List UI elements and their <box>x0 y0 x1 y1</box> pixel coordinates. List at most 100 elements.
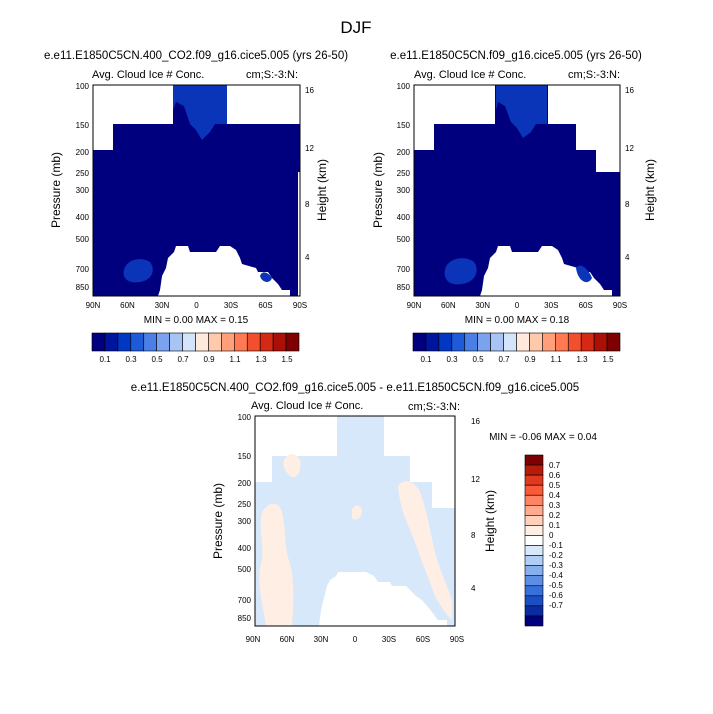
colorbar-swatch <box>524 525 544 536</box>
colorbar-swatch <box>524 615 544 627</box>
panel-3-xtick-90s: 90S <box>450 635 464 644</box>
panel-3-cbar-label-3: 0.4 <box>549 491 561 500</box>
colorbar-swatch <box>143 332 157 352</box>
panel-2-field-right-anomaly <box>576 265 592 283</box>
panel-2-xtick-60s: 60S <box>579 301 593 310</box>
panel-1-field-low-anomaly <box>123 259 153 283</box>
panel-2-cbar-label-7: 1.5 <box>602 355 614 364</box>
panel-1-xtick-60n: 60N <box>120 301 135 310</box>
panel-1-ytick-400: 400 <box>76 213 90 222</box>
colorbar-swatch <box>555 332 569 352</box>
panel-3-cbar-label-13: -0.6 <box>549 591 563 600</box>
colorbar-swatch <box>524 494 544 506</box>
colorbar-swatch <box>412 332 427 352</box>
panel-3-xtick-30s: 30S <box>382 635 396 644</box>
panel-2-subtitle-left: Avg. Cloud Ice # Conc. <box>414 69 526 81</box>
panel-3-title: e.e11.E1850C5CN.400_CO2.f09_g16.cice5.00… <box>131 382 579 394</box>
colorbar-swatch <box>438 332 453 352</box>
panel-3-cbar-label-1: 0.6 <box>549 471 561 480</box>
panel-1-ytick-150: 150 <box>76 121 90 130</box>
panel-1-xtick-30s: 30S <box>224 301 238 310</box>
colorbar-swatch <box>156 332 170 352</box>
panel-3-ytick-right-8: 8 <box>471 531 476 540</box>
panel-1-ylabel-right: Height (km) <box>315 159 329 221</box>
colorbar-swatch <box>477 332 491 352</box>
panel-3-subtitle-right: cm;S:-3:N: <box>408 401 460 413</box>
panel-1-ytick-250: 250 <box>76 169 90 178</box>
panel-3-ytick-200: 200 <box>238 479 252 488</box>
panel-2-y-axis: 100 150 200 250 300 400 500 700 850 Pres… <box>371 82 657 292</box>
panel-3-cbar-label-2: 0.5 <box>549 481 561 490</box>
panel-1-cbar-label-4: 0.9 <box>203 355 215 364</box>
panel-1-y-axis: 100 150 200 250 300 400 500 700 850 Pres… <box>49 82 329 292</box>
panel-1-ytick-right-4: 4 <box>305 253 310 262</box>
panel-3-field-positive-upper <box>283 454 301 478</box>
panel-3-cbar-label-5: 0.2 <box>549 511 561 520</box>
colorbar-swatch <box>451 332 466 352</box>
panel-3-frame <box>254 415 456 627</box>
panel-2-ylabel-right: Height (km) <box>643 159 657 221</box>
panel-3-field-positive-left <box>259 503 294 626</box>
panel-1-xtick-eq: 0 <box>194 301 199 310</box>
panel-3-cbar-label-8: -0.1 <box>549 541 563 550</box>
panel-1: e.e11.E1850C5CN.400_CO2.f09_g16.cice5.00… <box>44 50 348 364</box>
colorbar-swatch <box>490 332 504 352</box>
panel-2-stats: MIN = 0.00 MAX = 0.18 <box>465 315 570 326</box>
panel-2-cbar-label-3: 0.7 <box>498 355 510 364</box>
panel-3-stats: MIN = -0.06 MAX = 0.04 <box>489 432 597 443</box>
panel-2-cbar-label-4: 0.9 <box>524 355 536 364</box>
panel-2-ylabel: Pressure (mb) <box>371 152 385 228</box>
colorbar-swatch <box>169 332 183 352</box>
panel-3-ytick-700: 700 <box>238 596 252 605</box>
colorbar-swatch <box>234 332 248 352</box>
colorbar-swatch <box>464 332 478 352</box>
panel-2-cbar-label-0: 0.1 <box>420 355 432 364</box>
panel-1-xtick-90s: 90S <box>293 301 307 310</box>
panel-1-cbar-label-3: 0.7 <box>177 355 189 364</box>
panel-3-field-main <box>255 416 455 626</box>
panel-1-xtick-30n: 30N <box>155 301 170 310</box>
colorbar-swatch <box>516 332 530 352</box>
panel-3-ytick-400: 400 <box>238 544 252 553</box>
panel-1-xtick-60s: 60S <box>258 301 272 310</box>
panel-1-field-right-anomaly <box>260 272 272 282</box>
panel-2-cbar-label-5: 1.1 <box>550 355 562 364</box>
colorbar-swatch <box>195 332 209 352</box>
panel-3-cbar-label-11: -0.4 <box>549 571 563 580</box>
panel-2-ytick-250: 250 <box>397 169 411 178</box>
panel-3-xtick-90n: 90N <box>246 635 261 644</box>
colorbar-swatch <box>221 332 235 352</box>
panel-3-ytick-250: 250 <box>238 500 252 509</box>
panel-3-cbar-label-7: 0 <box>549 531 554 540</box>
panel-2-xtick-90s: 90S <box>613 301 627 310</box>
panel-2-field-top-anomaly <box>496 85 547 138</box>
panel-1-ytick-500: 500 <box>76 235 90 244</box>
colorbar-swatch <box>567 332 582 352</box>
panel-1-field-top-anomaly <box>173 85 227 140</box>
colorbar-swatch <box>524 575 544 587</box>
panel-2-xtick-90n: 90N <box>407 301 422 310</box>
colorbar-swatch <box>285 332 300 352</box>
panel-1-subtitle-left: Avg. Cloud Ice # Conc. <box>92 69 204 81</box>
panel-2-ytick-700: 700 <box>397 265 411 274</box>
panel-1-cbar-label-0: 0.1 <box>99 355 111 364</box>
panel-3-ytick-300: 300 <box>238 517 252 526</box>
colorbar-swatch <box>104 332 119 352</box>
panel-3-xtick-eq: 0 <box>353 635 358 644</box>
panel-1-ytick-right-12: 12 <box>305 144 314 153</box>
panel-2-xtick-30s: 30S <box>544 301 558 310</box>
panel-2-ytick-right-4: 4 <box>625 253 630 262</box>
colorbar-swatch <box>259 332 274 352</box>
panel-2-cbar-label-2: 0.5 <box>472 355 484 364</box>
panel-2-ytick-150: 150 <box>397 121 411 130</box>
panel-3-ytick-850: 850 <box>238 614 252 623</box>
panel-2-ytick-right-8: 8 <box>625 200 630 209</box>
figure-title: DJF <box>340 18 371 37</box>
panel-1-cbar-label-1: 0.3 <box>125 355 137 364</box>
colorbar-swatch <box>542 332 556 352</box>
panel-3-ylabel-right: Height (km) <box>483 490 497 552</box>
panel-1-ytick-300: 300 <box>76 186 90 195</box>
panel-3-cbar-label-6: 0.1 <box>549 521 561 530</box>
colorbar-swatch <box>117 332 132 352</box>
colorbar-swatch <box>272 332 287 352</box>
